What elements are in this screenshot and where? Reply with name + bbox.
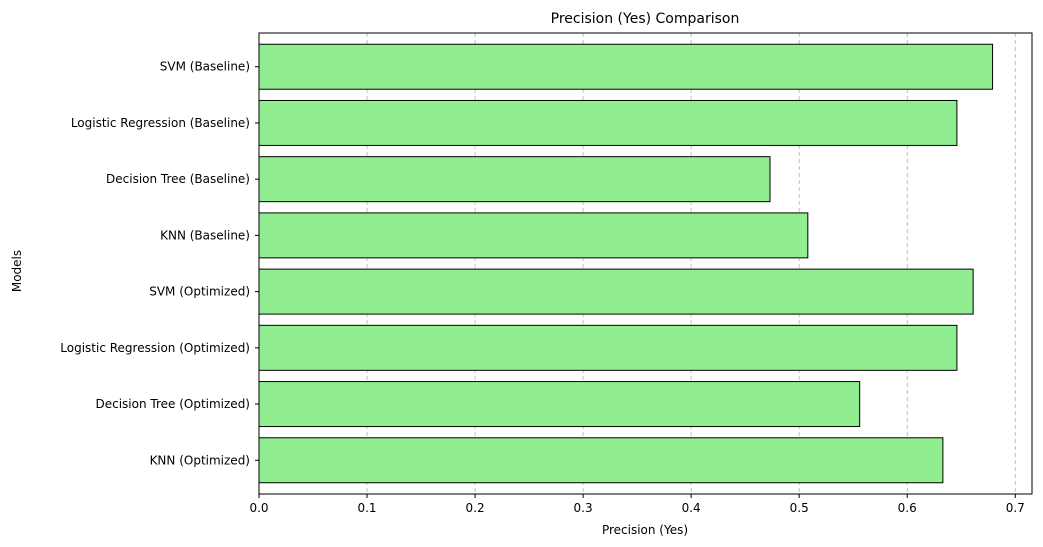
x-tick-label: 0.3 bbox=[574, 501, 593, 515]
y-tick-label: Decision Tree (Optimized) bbox=[95, 397, 250, 411]
chart-title: Precision (Yes) Comparison bbox=[551, 11, 740, 27]
bar bbox=[258, 268, 974, 315]
bars bbox=[258, 43, 994, 484]
x-tick-label: 0.4 bbox=[682, 501, 701, 515]
x-axis-ticks: 0.0 0.1 0.2 0.3 0.4 0.5 0.6 0.7 bbox=[249, 494, 1025, 515]
bar bbox=[258, 43, 994, 90]
y-tick-label: Decision Tree (Baseline) bbox=[106, 172, 250, 186]
bar bbox=[258, 156, 771, 203]
bar bbox=[258, 381, 861, 428]
x-tick-label: 0.5 bbox=[790, 501, 809, 515]
x-tick-label: 0.1 bbox=[357, 501, 376, 515]
y-tick-label: SVM (Baseline) bbox=[160, 60, 250, 74]
y-tick-label: KNN (Optimized) bbox=[150, 453, 250, 467]
bar bbox=[258, 212, 809, 259]
x-tick-label: 0.2 bbox=[466, 501, 485, 515]
plot-frame bbox=[258, 32, 1033, 495]
y-axis-label: Models bbox=[10, 250, 24, 292]
y-tick-label: KNN (Baseline) bbox=[160, 228, 250, 242]
x-tick-label: 0.7 bbox=[1006, 501, 1025, 515]
x-tick-label: 0.6 bbox=[898, 501, 917, 515]
x-tick-label: 0.0 bbox=[249, 501, 268, 515]
bar bbox=[258, 437, 944, 484]
y-tick-label: Logistic Regression (Baseline) bbox=[71, 116, 250, 130]
bar bbox=[258, 324, 958, 371]
y-tick-label: SVM (Optimized) bbox=[149, 285, 250, 299]
y-axis-ticks: SVM (Baseline) Logistic Regression (Basel… bbox=[60, 60, 259, 467]
y-tick-label: Logistic Regression (Optimized) bbox=[60, 341, 250, 355]
x-axis-label: Precision (Yes) bbox=[602, 523, 688, 537]
bar bbox=[258, 99, 958, 146]
